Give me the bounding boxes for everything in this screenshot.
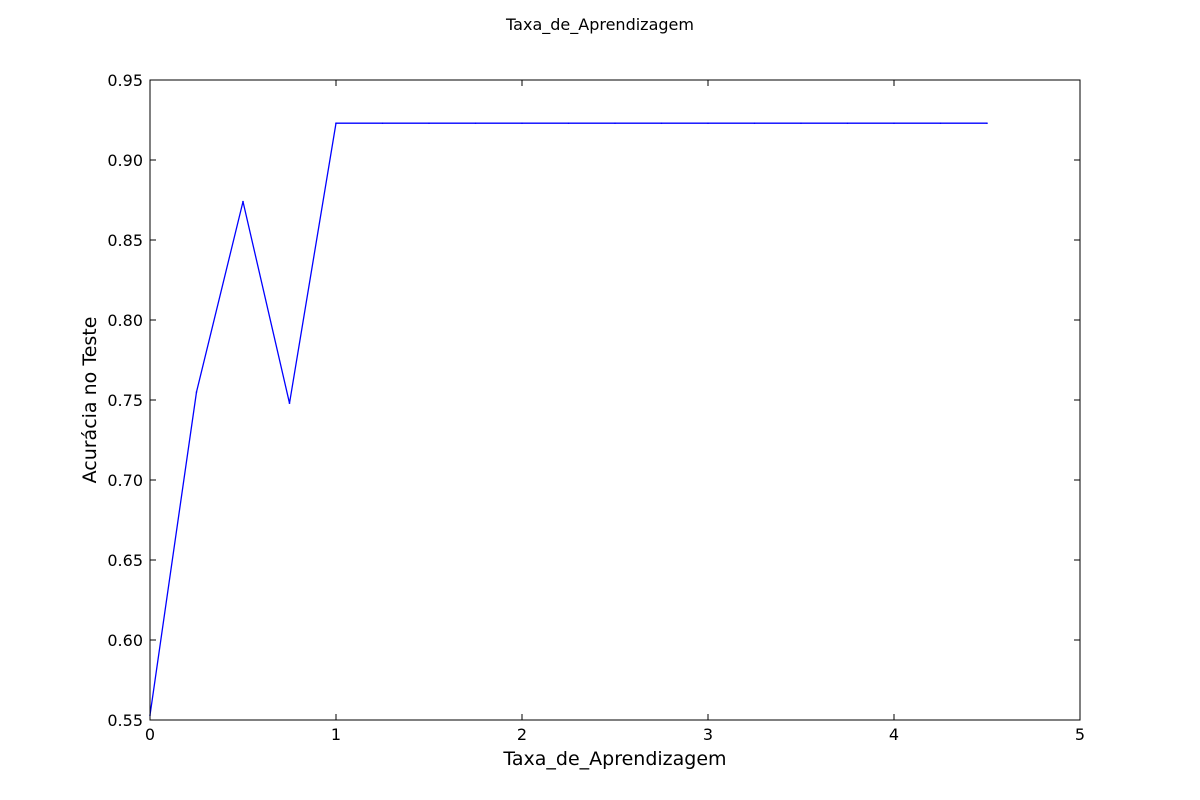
data-point (939, 122, 942, 124)
y-tick-label: 0.70 (107, 471, 143, 490)
data-point (753, 122, 756, 124)
chart-title: Taxa_de_Aprendizagem (505, 15, 694, 35)
data-point (335, 122, 337, 124)
data-point (195, 391, 198, 393)
data-point (846, 122, 849, 124)
data-point (521, 122, 523, 124)
x-tick-label: 4 (889, 725, 899, 744)
y-tick-label: 0.95 (107, 71, 143, 90)
y-tick-label: 0.75 (107, 391, 143, 410)
data-point (567, 122, 570, 124)
data-point (800, 122, 802, 124)
y-tick-label: 0.85 (107, 231, 143, 250)
y-tick-label: 0.55 (107, 711, 143, 730)
x-tick-label: 2 (517, 725, 527, 744)
y-tick-label: 0.80 (107, 311, 143, 330)
data-point (893, 122, 895, 124)
x-tick-label: 1 (331, 725, 341, 744)
x-tick-label: 3 (703, 725, 713, 744)
axis-ticks: 0 1 2 3 4 5 0.55 0.60 0.65 0.70 0.75 0.80 0.85 0.90 0.… (107, 71, 1085, 744)
x-axis-label: Taxa_de_Aprendizagem (502, 748, 726, 770)
x-tick-label: 5 (1075, 725, 1085, 744)
data-point (707, 122, 709, 124)
data-point (986, 122, 988, 124)
y-tick-label: 0.60 (107, 631, 143, 650)
y-tick-label: 0.90 (107, 151, 143, 170)
y-tick-label: 0.65 (107, 551, 143, 570)
data-point (288, 402, 291, 405)
data-point (474, 122, 477, 124)
data-point (381, 122, 384, 124)
data-point (614, 122, 616, 124)
y-axis-label: Acurácia no Teste (79, 317, 101, 484)
x-tick-label: 0 (145, 725, 155, 744)
data-point (242, 200, 244, 203)
data-point (660, 122, 663, 124)
plot-frame (149, 79, 1081, 721)
data-series (149, 122, 988, 716)
data-point (428, 122, 430, 124)
